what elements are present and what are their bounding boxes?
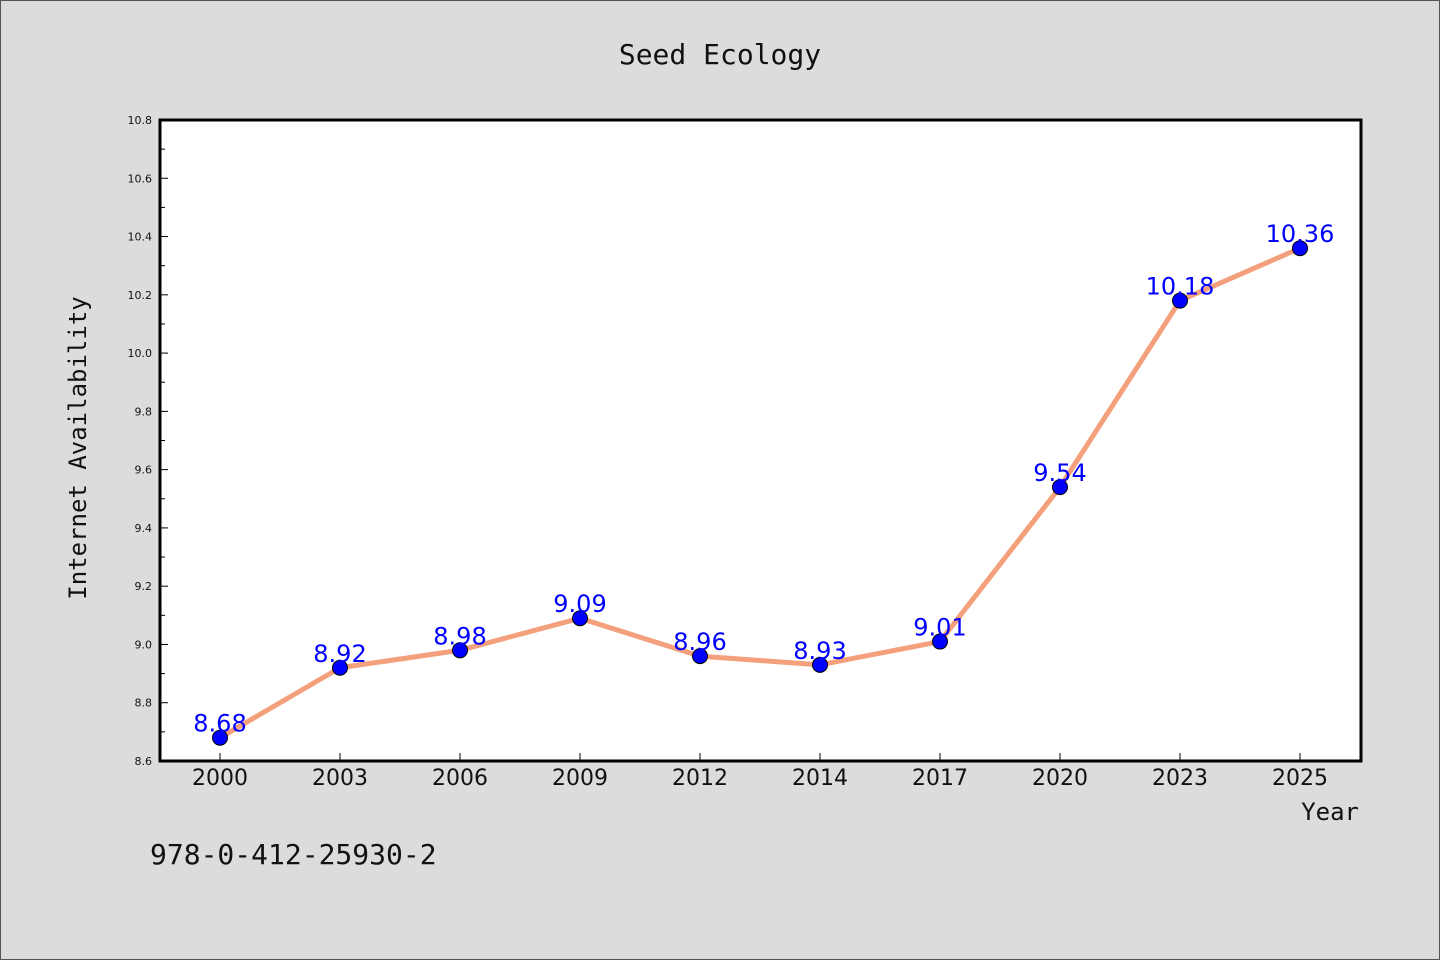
- data-point: [692, 648, 708, 665]
- series-line: [218, 245, 1302, 740]
- data-label: 8.68: [193, 710, 246, 738]
- x-tick-label: 2000: [192, 766, 248, 791]
- data-point: [332, 659, 348, 676]
- x-tick-label: 2012: [672, 766, 728, 791]
- data-label: 8.93: [793, 637, 846, 665]
- x-tick-label: 2009: [552, 766, 608, 791]
- x-tick-label: 2014: [792, 766, 848, 791]
- y-tick-label: 9.4: [135, 522, 153, 535]
- x-tick-label: 2023: [1152, 766, 1208, 791]
- data-label: 9.54: [1033, 459, 1086, 487]
- data-label: 10.36: [1266, 220, 1335, 248]
- y-tick-label: 9.2: [135, 580, 153, 593]
- y-tick-label: 8.6: [135, 755, 153, 768]
- data-point: [1052, 479, 1068, 496]
- data-point: [572, 610, 588, 627]
- data-point: [1172, 292, 1188, 309]
- y-tick-label: 9.8: [135, 405, 153, 418]
- data-point: [1292, 240, 1308, 257]
- y-axis: 8.6 8.8 9.0 9.2 9.4 9.6 9.8 10.0 10.2 10.4 10.6 10.…: [128, 114, 168, 768]
- y-tick-label: 10.2: [128, 289, 153, 302]
- data-label: 8.92: [313, 640, 366, 668]
- x-tick-label: 2020: [1032, 766, 1088, 791]
- data-label: 8.98: [433, 622, 486, 650]
- y-tick-label: 8.8: [135, 697, 153, 710]
- x-axis: 2000 2003 2006 2009 2012 2014 2017 2020 2023 2025: [192, 753, 1328, 791]
- y-tick-label: 10.0: [128, 347, 153, 360]
- y-tick-label: 9.6: [135, 464, 153, 477]
- y-tick-label: 10.6: [128, 172, 153, 185]
- y-axis-label: Internet Availability: [64, 296, 92, 599]
- y-tick-label: 10.4: [128, 231, 153, 244]
- isbn-annotation: 978-0-412-25930-2: [150, 838, 437, 871]
- data-label: 9.09: [553, 590, 606, 618]
- data-point: [212, 729, 228, 746]
- data-label: 8.96: [673, 628, 726, 656]
- data-point: [452, 642, 468, 659]
- data-label: 9.01: [913, 614, 966, 642]
- x-tick-label: 2017: [912, 766, 968, 791]
- x-tick-label: 2003: [312, 766, 368, 791]
- data-point: [932, 633, 948, 650]
- series-group: [212, 240, 1308, 746]
- y-tick-label: 10.8: [128, 114, 153, 127]
- data-labels: 8.68 8.92 8.98 9.09 8.96 8.93 9.01 9.54 10.18 10.…: [193, 220, 1334, 737]
- x-tick-label: 2006: [432, 766, 488, 791]
- chart-title: Seed Ecology: [619, 38, 821, 71]
- data-point: [812, 656, 828, 673]
- data-label: 10.18: [1146, 273, 1215, 301]
- x-axis-label: Year: [1301, 798, 1359, 826]
- x-tick-label: 2025: [1272, 766, 1328, 791]
- plot-area: [158, 118, 1363, 763]
- y-tick-label: 9.0: [135, 638, 153, 651]
